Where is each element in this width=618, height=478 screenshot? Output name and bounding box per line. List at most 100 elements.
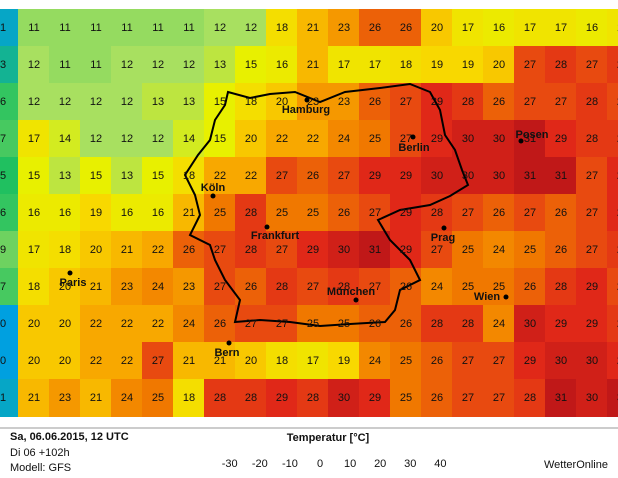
temperature-cell	[452, 83, 484, 121]
grid-value: 21	[307, 59, 319, 71]
grid-value: 25	[338, 318, 350, 330]
grid-value: 26	[400, 22, 412, 34]
grid-value: 27	[586, 244, 598, 256]
grid-value: 16	[121, 207, 133, 219]
temperature-cell	[328, 342, 360, 380]
grid-value: 12	[90, 96, 102, 108]
temperature-cell	[0, 342, 19, 380]
grid-value: 26	[555, 207, 567, 219]
temperature-cell	[514, 379, 546, 417]
grid-value: 30	[493, 170, 505, 182]
grid-value: 15	[152, 170, 164, 182]
grid-value: 9	[0, 244, 6, 256]
grid-value: 27	[338, 170, 350, 182]
temperature-cell	[359, 231, 391, 269]
temperature-cell	[297, 9, 329, 47]
temperature-cell	[0, 46, 19, 84]
city-dot	[226, 340, 232, 346]
grid-value: 20	[493, 59, 505, 71]
temperature-cell	[607, 194, 618, 232]
grid-value: 1	[0, 22, 6, 34]
grid-value: 20	[28, 318, 40, 330]
temperature-cell	[111, 83, 143, 121]
grid-value: 22	[245, 170, 257, 182]
grid-value: 25	[307, 318, 319, 330]
grid-value: 20	[59, 318, 71, 330]
temperature-cell	[111, 268, 143, 306]
temperature-cell	[49, 379, 81, 417]
temperature-cell	[142, 231, 174, 269]
temperature-cell	[266, 120, 298, 158]
temperature-cell	[390, 46, 422, 84]
temperature-cell	[359, 194, 391, 232]
grid-value: 13	[152, 96, 164, 108]
temperature-cell	[80, 46, 112, 84]
temperature-cell	[0, 379, 19, 417]
temperature-cell	[514, 268, 546, 306]
temperature-cell	[421, 9, 453, 47]
temperature-cell	[173, 268, 205, 306]
temperature-cell	[111, 342, 143, 380]
temperature-cell	[0, 194, 19, 232]
grid-value: 17	[524, 22, 536, 34]
grid-value: 24	[152, 281, 164, 293]
temperature-cell	[49, 83, 81, 121]
grid-value: 28	[245, 207, 257, 219]
temperature-cell	[452, 157, 484, 195]
temperature-cell	[576, 46, 608, 84]
grid-value: 25	[524, 244, 536, 256]
temperature-cell	[607, 305, 618, 343]
temperature-cell	[0, 83, 19, 121]
temperature-cell	[49, 120, 81, 158]
temperature-cell	[545, 157, 577, 195]
grid-value: 11	[90, 59, 101, 71]
temperature-cell	[173, 83, 205, 121]
temperature-cell	[545, 120, 577, 158]
temperature-cell	[235, 305, 267, 343]
temperature-cell	[576, 157, 608, 195]
temperature-field	[0, 9, 618, 417]
grid-value: 26	[493, 96, 505, 108]
grid-value: 28	[214, 392, 226, 404]
grid-value: 13	[121, 170, 133, 182]
grid-value: 25	[462, 281, 474, 293]
temperature-cell	[328, 157, 360, 195]
grid-value: 14	[59, 133, 71, 145]
grid-value: 26	[214, 318, 226, 330]
temperature-cell	[328, 9, 360, 47]
grid-value: 31	[555, 392, 567, 404]
grid-value: 19	[90, 207, 102, 219]
grid-value: 30	[555, 355, 567, 367]
grid-value: 0	[0, 355, 6, 367]
temperature-cell	[18, 379, 50, 417]
temperature-cell	[18, 120, 50, 158]
grid-value: 17	[338, 59, 350, 71]
temperature-cell	[173, 231, 205, 269]
city-dot	[518, 138, 524, 144]
temperature-cell	[111, 9, 143, 47]
grid-value: 29	[369, 392, 381, 404]
grid-value: 13	[59, 170, 71, 182]
grid-value: 30	[586, 355, 598, 367]
grid-value: 27	[276, 170, 288, 182]
grid-value: 27	[369, 281, 381, 293]
grid-value: 30	[431, 170, 443, 182]
grid-value: 12	[183, 59, 195, 71]
grid-value: 30	[462, 133, 474, 145]
grid-value: 12	[245, 22, 257, 34]
grid-value: 28	[245, 244, 257, 256]
grid-value: 24	[431, 281, 443, 293]
temperature-cell	[204, 379, 236, 417]
grid-value: 15	[90, 170, 102, 182]
temperature-cell	[514, 342, 546, 380]
temperature-cell	[49, 157, 81, 195]
grid-value: 27	[493, 392, 505, 404]
grid-value: 11	[183, 22, 194, 34]
grid-value: 26	[431, 392, 443, 404]
grid-value: 28	[555, 59, 567, 71]
temperature-cell	[235, 83, 267, 121]
grid-value: 29	[400, 170, 412, 182]
city-dot	[264, 224, 270, 230]
grid-value: 25	[276, 207, 288, 219]
temperature-cell	[328, 120, 360, 158]
